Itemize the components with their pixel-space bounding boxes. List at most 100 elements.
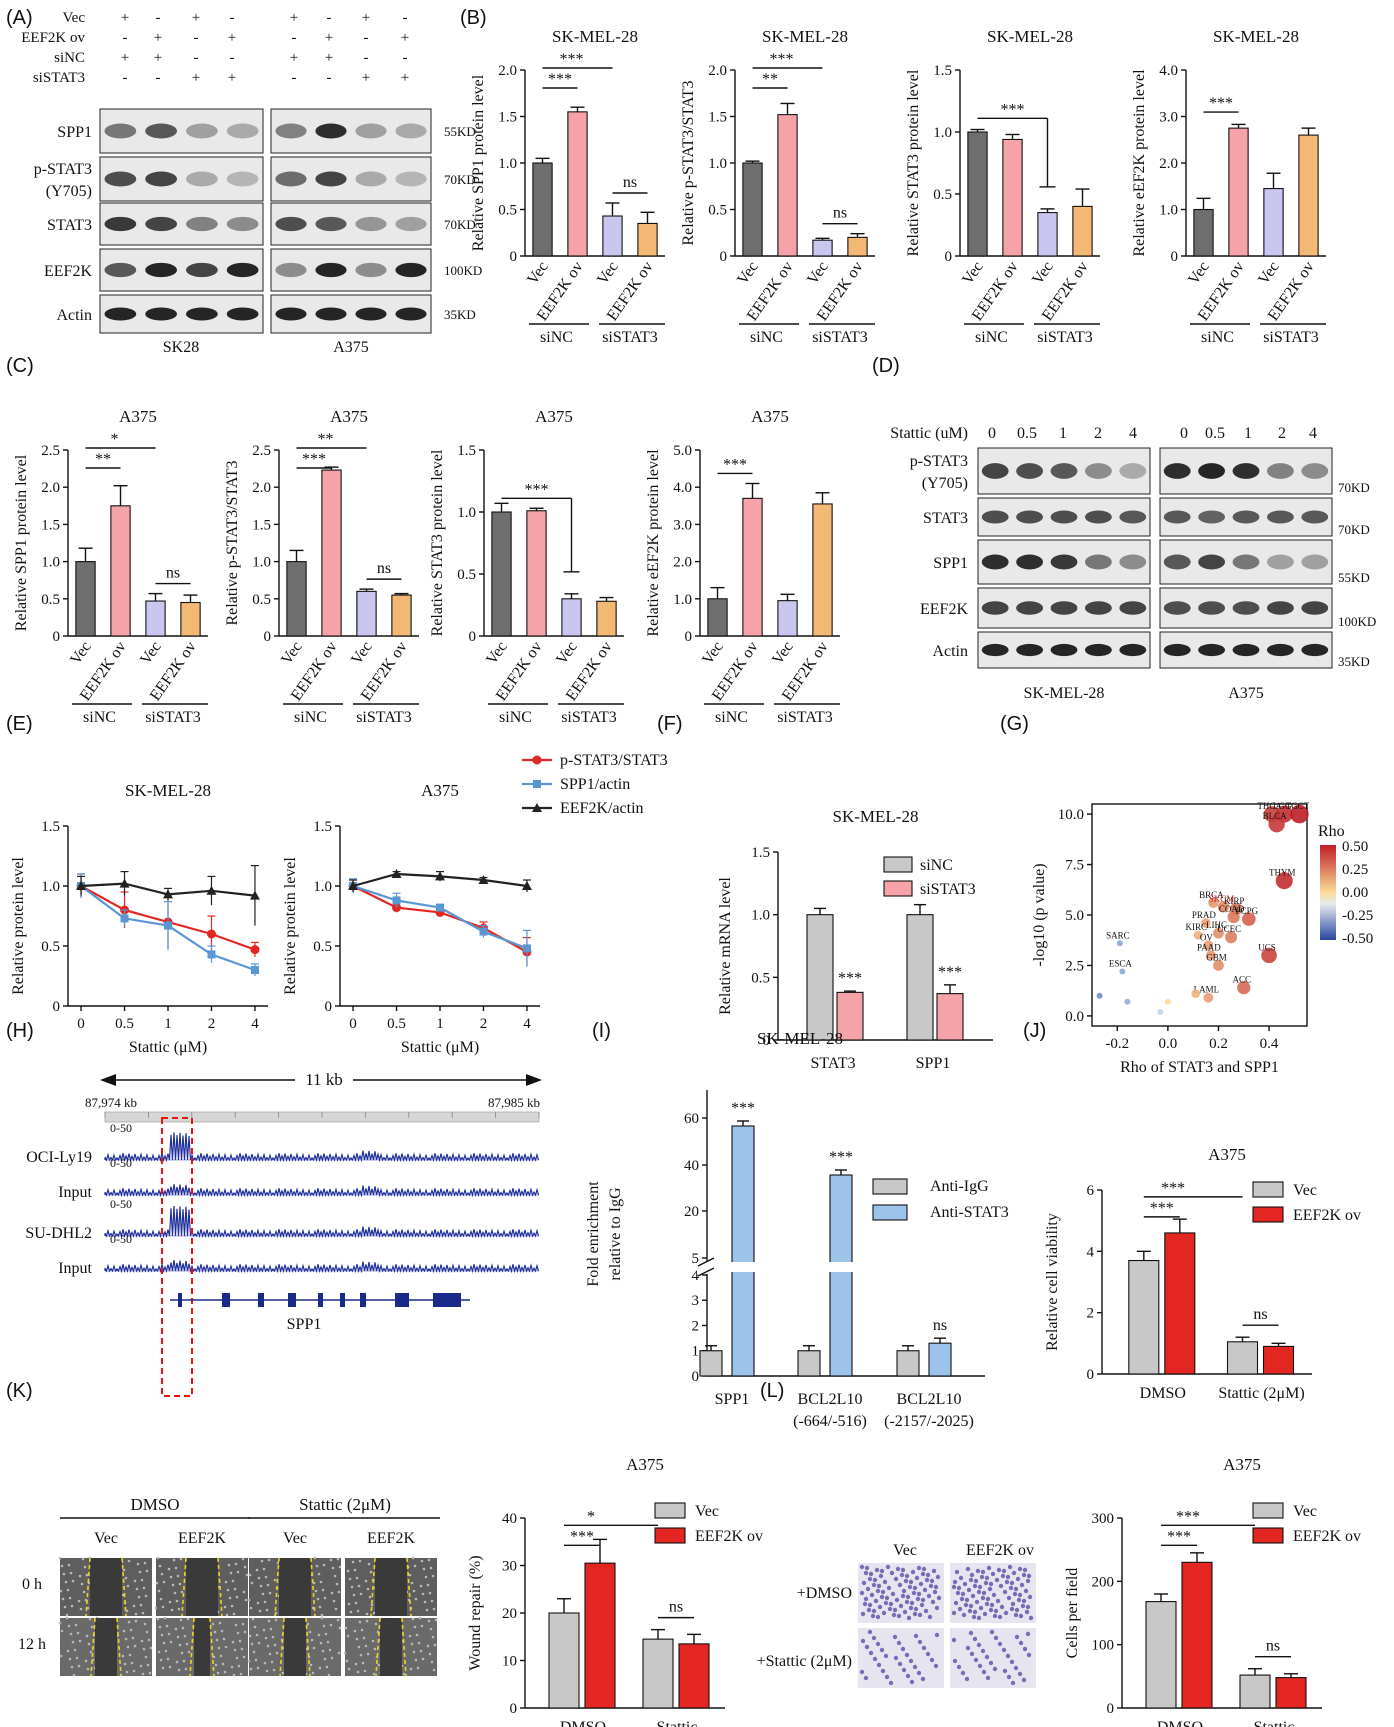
cell-stain bbox=[934, 1632, 940, 1638]
y-tick-label: 40 bbox=[502, 1511, 517, 1527]
legend-swatch bbox=[872, 1178, 908, 1195]
cell-stain bbox=[1021, 1598, 1027, 1604]
cell-stain bbox=[953, 1600, 959, 1606]
x-tick-label: 2 bbox=[208, 1016, 216, 1032]
y-tick-label: 2.0 bbox=[498, 63, 517, 79]
series-line bbox=[352, 885, 528, 953]
bar bbox=[742, 497, 763, 637]
cell-speckle bbox=[177, 1668, 181, 1672]
bar bbox=[567, 111, 588, 257]
cell-speckle bbox=[176, 1635, 180, 1639]
cell-speckle bbox=[262, 1567, 266, 1571]
cell-speckle bbox=[186, 1617, 190, 1621]
axis-break bbox=[697, 1257, 715, 1267]
cell-stain bbox=[969, 1651, 975, 1657]
cell-speckle bbox=[334, 1607, 338, 1611]
chart-title: SK-MEL-28 bbox=[833, 807, 919, 826]
cell-speckle bbox=[309, 1663, 313, 1667]
cell-speckle bbox=[346, 1634, 350, 1638]
cell-speckle bbox=[273, 1643, 277, 1647]
exon bbox=[360, 1293, 366, 1307]
cell-speckle bbox=[358, 1620, 362, 1624]
blot-band bbox=[355, 216, 387, 232]
cell-stain bbox=[885, 1564, 891, 1570]
cell-speckle bbox=[162, 1580, 166, 1584]
significance-mark: ns bbox=[833, 205, 847, 222]
y-tick-label: 0.5 bbox=[933, 187, 952, 203]
blot-band bbox=[1050, 554, 1078, 570]
condition-sign: - bbox=[230, 10, 235, 26]
bar bbox=[321, 469, 342, 637]
cell-speckle bbox=[244, 1598, 248, 1602]
cell-speckle bbox=[319, 1580, 323, 1584]
panel-letter: (C) bbox=[6, 355, 34, 377]
cell-stain bbox=[1005, 1574, 1011, 1580]
cell-stain bbox=[929, 1578, 935, 1584]
y-tick-label: 1.0 bbox=[751, 908, 770, 924]
cell-speckle bbox=[262, 1628, 266, 1632]
cell-speckle bbox=[69, 1571, 73, 1575]
cell-speckle bbox=[237, 1664, 241, 1668]
cell-stain bbox=[981, 1590, 987, 1596]
axis-ylabel: Relative cell viability bbox=[1044, 1213, 1061, 1351]
cell-speckle bbox=[328, 1648, 332, 1652]
cell-speckle bbox=[179, 1557, 183, 1561]
data-point bbox=[207, 950, 216, 959]
cell-stain bbox=[880, 1589, 886, 1595]
cell-speckle bbox=[321, 1588, 325, 1592]
significance-mark: * bbox=[111, 431, 119, 448]
category-label: BCL2L10 bbox=[897, 1391, 962, 1408]
cell-speckle bbox=[175, 1599, 179, 1603]
cell-speckle bbox=[281, 1671, 285, 1675]
cell-speckle bbox=[417, 1641, 421, 1645]
y-tick-label: 0 bbox=[945, 249, 953, 265]
cell-speckle bbox=[377, 1663, 381, 1667]
cell-speckle bbox=[180, 1651, 184, 1655]
data-point bbox=[521, 881, 532, 890]
significance-mark: ** bbox=[95, 451, 111, 468]
bar bbox=[526, 510, 547, 637]
condition-label: EEF2K ov bbox=[21, 30, 85, 46]
blot-band bbox=[1163, 463, 1191, 479]
y-tick-label: 5.0 bbox=[673, 443, 692, 459]
cell-speckle bbox=[409, 1667, 413, 1671]
y-tick-label: 0.5 bbox=[708, 203, 727, 219]
cell-speckle bbox=[185, 1642, 189, 1646]
wound-gap bbox=[90, 1558, 122, 1616]
cell-speckle bbox=[240, 1647, 244, 1651]
cell-speckle bbox=[239, 1672, 243, 1676]
blot-band bbox=[1016, 601, 1044, 615]
cell-speckle bbox=[320, 1616, 324, 1620]
cell-stain bbox=[1023, 1588, 1029, 1594]
y-tick-label: 1.5 bbox=[313, 819, 332, 835]
cell-speckle bbox=[365, 1619, 369, 1623]
cell-stain bbox=[968, 1603, 974, 1609]
bar bbox=[812, 503, 833, 637]
cell-speckle bbox=[139, 1664, 143, 1668]
group-label: siSTAT3 bbox=[1263, 329, 1319, 346]
panel-letter: (E) bbox=[6, 713, 33, 735]
bar bbox=[1298, 134, 1319, 257]
point-label: BRCA bbox=[1199, 890, 1224, 900]
cell-stain bbox=[1025, 1578, 1031, 1584]
cell-speckle bbox=[179, 1618, 183, 1622]
y-tick-label: 0.5 bbox=[457, 567, 476, 583]
cell-stain bbox=[863, 1596, 869, 1602]
blot-band bbox=[1301, 554, 1329, 570]
cell-speckle bbox=[224, 1580, 228, 1584]
panel-letter: (G) bbox=[1000, 713, 1029, 735]
y-tick-label: 2.5 bbox=[41, 443, 60, 459]
significance-mark: *** bbox=[731, 1100, 755, 1117]
cell-speckle bbox=[223, 1670, 227, 1674]
category-label: Vec bbox=[804, 259, 832, 288]
cell-speckle bbox=[132, 1604, 136, 1608]
cell-stain bbox=[995, 1598, 1001, 1604]
cell-speckle bbox=[245, 1573, 249, 1577]
y-tick-label: 1.5 bbox=[252, 517, 271, 533]
colorbar-tick: 0.25 bbox=[1342, 862, 1368, 878]
y-tick-label: 2.0 bbox=[41, 480, 60, 496]
bar bbox=[145, 600, 166, 637]
cell-speckle bbox=[234, 1562, 238, 1566]
cell-stain bbox=[915, 1596, 921, 1602]
wound-edge bbox=[209, 1617, 215, 1677]
